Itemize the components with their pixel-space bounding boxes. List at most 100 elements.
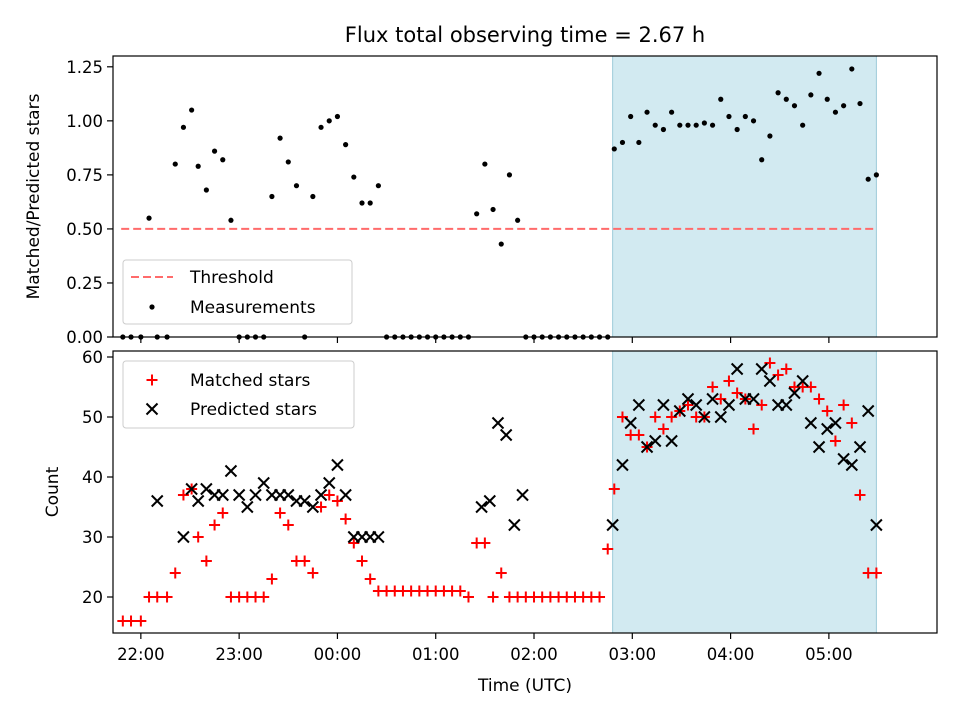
predicted-star-point: [714, 410, 727, 424]
predicted-star-point: [706, 392, 719, 406]
predicted-star-point: [491, 416, 505, 430]
predicted-star-point: [829, 416, 842, 430]
matched-star-point: [633, 429, 645, 441]
y-tick-label: 40: [82, 468, 103, 487]
predicted-star-point: [249, 488, 262, 502]
measurement-point: [791, 103, 798, 109]
predicted-star-point: [698, 410, 711, 424]
matched-star-point: [487, 591, 499, 603]
predicted-star-point: [191, 494, 205, 508]
matched-star-point: [299, 555, 311, 567]
measurement-point: [359, 200, 365, 206]
predicted-star-point: [681, 392, 695, 406]
predicted-star-point: [224, 464, 238, 478]
matched-star-point: [151, 591, 163, 603]
measurement-point: [351, 174, 357, 180]
predicted-star-point: [796, 374, 809, 388]
matched-star-point: [748, 423, 760, 435]
measurement-point: [726, 113, 732, 120]
matched-stars-series: [117, 357, 882, 627]
predicted-star-point: [780, 398, 793, 412]
matched-star-point: [340, 513, 352, 525]
matched-star-point: [274, 507, 286, 519]
time-x-axis-label: Time (UTC): [477, 676, 572, 696]
predicted-star-point: [722, 398, 736, 412]
predicted-star-point: [339, 488, 352, 502]
measurement-point: [841, 103, 847, 109]
measurement-point: [865, 176, 871, 182]
measurement-point: [652, 122, 658, 128]
chart-title: Flux total observing time = 2.67 h: [345, 23, 705, 47]
measurement-point: [506, 172, 513, 178]
y-tick-label: 0.25: [66, 274, 103, 293]
y-tick-label: 20: [82, 588, 103, 607]
measurement-point: [375, 183, 381, 189]
measurement-point: [693, 122, 699, 128]
ratio-legend: Threshold Measurements: [122, 259, 353, 325]
measurement-point: [849, 66, 855, 72]
matched-star-point: [307, 567, 319, 579]
legend-threshold-label: Threshold: [189, 268, 274, 288]
observing-window-highlight-top: [612, 55, 877, 338]
matched-star-point: [495, 567, 507, 579]
measurement-point: [228, 217, 234, 223]
matched-star-point: [177, 489, 189, 501]
matched-star-point: [608, 483, 620, 495]
legend-predicted-swatch: [145, 402, 159, 416]
predicted-star-point: [665, 434, 678, 448]
predicted-star-point: [483, 494, 496, 508]
predicted-star-point: [508, 518, 521, 532]
y-tick-label: 50: [82, 408, 103, 427]
predicted-star-point: [475, 500, 488, 514]
count-legend: Matched stars Predicted stars: [122, 360, 355, 429]
matched-star-point: [323, 489, 335, 501]
predicted-star-point: [689, 398, 703, 412]
matched-star-point: [649, 411, 661, 423]
predicted-star-point: [606, 518, 619, 532]
predicted-star-point: [200, 482, 213, 496]
ratio-panel-frame: [112, 55, 938, 338]
measurement-point: [701, 120, 707, 126]
count-y-axis: 20 30 40 50 60: [82, 348, 113, 607]
matched-star-point: [356, 555, 368, 567]
matched-star-point: [846, 417, 858, 429]
predicted-star-point: [657, 398, 670, 412]
predicted-star-point: [845, 458, 859, 472]
matched-star-point: [666, 411, 678, 423]
x-tick-label: 00:00: [314, 645, 362, 664]
matched-star-point: [454, 585, 466, 597]
legend-matched-label: Matched stars: [190, 371, 310, 391]
matched-star-point: [780, 363, 792, 375]
measurement-point: [146, 215, 152, 221]
matched-star-point: [731, 387, 743, 399]
matched-star-point: [829, 435, 841, 447]
y-tick-label: 1.00: [66, 112, 103, 131]
measurement-point: [498, 241, 504, 247]
measurement-point: [824, 96, 830, 102]
y-tick-label: 0.00: [66, 328, 103, 347]
matched-star-point: [364, 573, 376, 585]
measurement-point: [515, 217, 521, 223]
y-tick-label: 0.75: [66, 166, 103, 185]
measurement-point: [767, 133, 773, 139]
matched-star-point: [258, 591, 270, 603]
x-tick-label: 02:00: [510, 645, 558, 664]
matched-star-point: [772, 369, 784, 381]
x-tick-label: 01:00: [412, 645, 460, 664]
count-y-axis-label: Count: [43, 466, 63, 517]
y-tick-label: 0.50: [66, 220, 103, 239]
measurement-point: [310, 193, 316, 200]
measurement-point: [857, 100, 863, 107]
matched-star-point: [192, 531, 204, 543]
predicted-star-point: [821, 422, 834, 436]
measurement-point: [636, 139, 642, 146]
measurement-point: [619, 139, 626, 146]
predicted-star-point: [730, 362, 744, 376]
predicted-star-point: [331, 458, 344, 472]
predicted-star-point: [306, 500, 320, 514]
time-x-axis: 22:00 23:00 00:00 01:00 02:00 03:00 04:00 05:00: [117, 633, 853, 664]
measurement-point: [628, 113, 634, 120]
measurement-point: [285, 159, 291, 165]
measurement-point: [750, 118, 757, 124]
